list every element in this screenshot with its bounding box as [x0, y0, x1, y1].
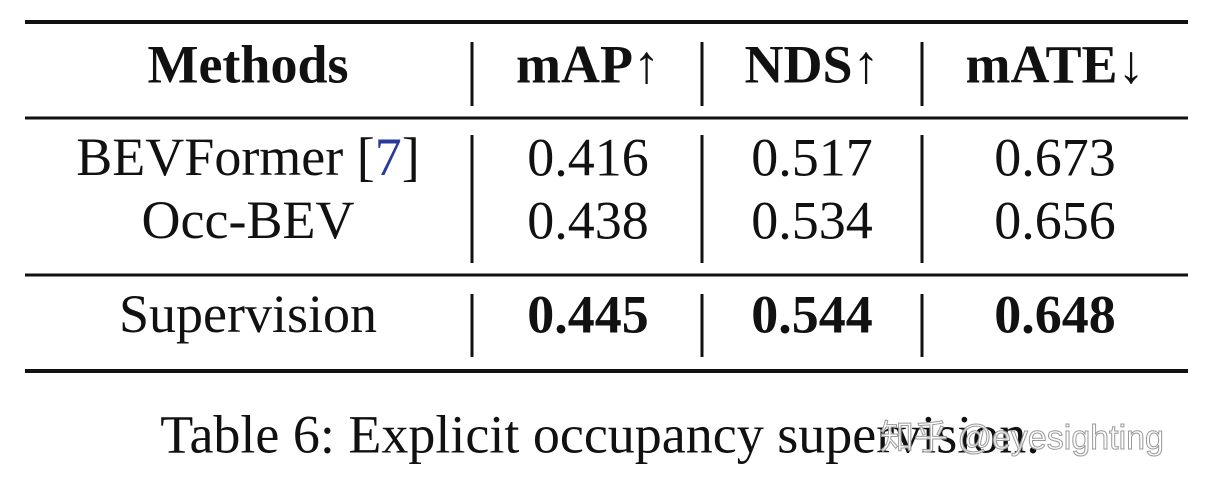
- header-cell: mATE↓: [965, 34, 1144, 94]
- value-cell: 0.656: [994, 190, 1116, 250]
- value-cell: 0.517: [751, 127, 873, 187]
- value-cell: 0.438: [527, 190, 649, 250]
- method-text: Supervision: [119, 284, 377, 344]
- method-cell: Supervision: [119, 284, 377, 344]
- method-text: BEVFormer [: [76, 127, 374, 187]
- header-cell: Methods: [148, 34, 349, 94]
- header-cell: NDS↑: [744, 34, 879, 94]
- caption: Table 6: Explicit occupancy supervision.: [160, 404, 1039, 464]
- value-cell: 0.673: [994, 127, 1116, 187]
- value-cell: 0.544: [751, 284, 873, 344]
- watermark: 知乎 @eyesighting: [880, 419, 1164, 457]
- method-text: ]: [402, 127, 420, 187]
- header-cell: mAP↑: [516, 34, 660, 94]
- value-cell: 0.416: [527, 127, 649, 187]
- value-cell: 0.534: [751, 190, 873, 250]
- method-text: Occ-BEV: [142, 190, 355, 250]
- method-cell: Occ-BEV: [142, 190, 355, 250]
- citation[interactable]: 7: [375, 127, 402, 187]
- value-cell: 0.648: [994, 284, 1116, 344]
- value-cell: 0.445: [527, 284, 649, 344]
- method-cell: BEVFormer [7]: [76, 127, 419, 187]
